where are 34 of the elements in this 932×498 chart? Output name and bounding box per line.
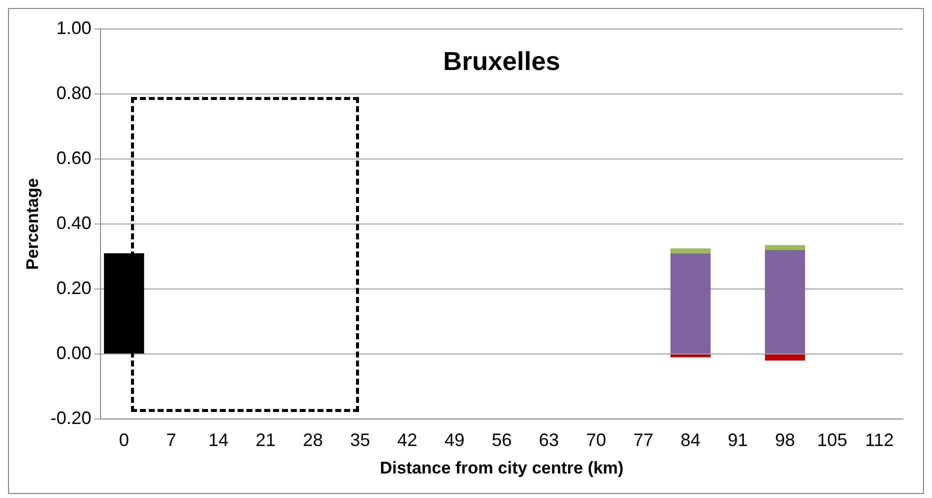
x-tick-label: 35: [350, 430, 370, 450]
x-tick-label: 112: [865, 430, 894, 450]
bar: [670, 248, 711, 254]
x-axis-title: Distance from city centre (km): [380, 458, 624, 478]
bar: [670, 354, 711, 358]
y-axis-title: Percentage: [22, 178, 42, 270]
x-tick-label: 28: [302, 430, 323, 450]
x-tick-label: 21: [256, 430, 276, 450]
bar: [764, 250, 806, 354]
bar: [764, 354, 806, 360]
bar: [764, 245, 806, 250]
bar: [670, 253, 711, 354]
y-tick-label: 0.60: [56, 148, 92, 168]
x-tick-label: 91: [728, 430, 748, 450]
y-tick-label: 0.20: [56, 278, 92, 298]
x-tick-label: 14: [208, 430, 228, 450]
x-tick-label: 42: [397, 430, 418, 450]
x-tick-label: 98: [774, 430, 795, 450]
y-tick-label: 0.00: [56, 342, 92, 363]
x-tick-label: 77: [633, 430, 654, 450]
y-tick-label: -0.20: [50, 408, 92, 428]
x-tick-label: 84: [680, 430, 701, 450]
y-tick-label: 0.40: [56, 212, 92, 233]
x-tick-label: 49: [444, 430, 465, 450]
x-tick-label: 56: [492, 430, 512, 450]
x-tick-label: 7: [166, 430, 176, 450]
text: Bruxelles: [443, 46, 560, 76]
x-tick-label: 63: [538, 430, 559, 450]
x-tick-label: 0: [119, 430, 130, 450]
x-tick-label: 105: [817, 430, 848, 450]
y-tick-label: 0.80: [56, 82, 92, 103]
x-tick-label: 70: [586, 430, 606, 450]
bar: [104, 253, 144, 354]
y-tick-label: 1.00: [56, 18, 92, 38]
